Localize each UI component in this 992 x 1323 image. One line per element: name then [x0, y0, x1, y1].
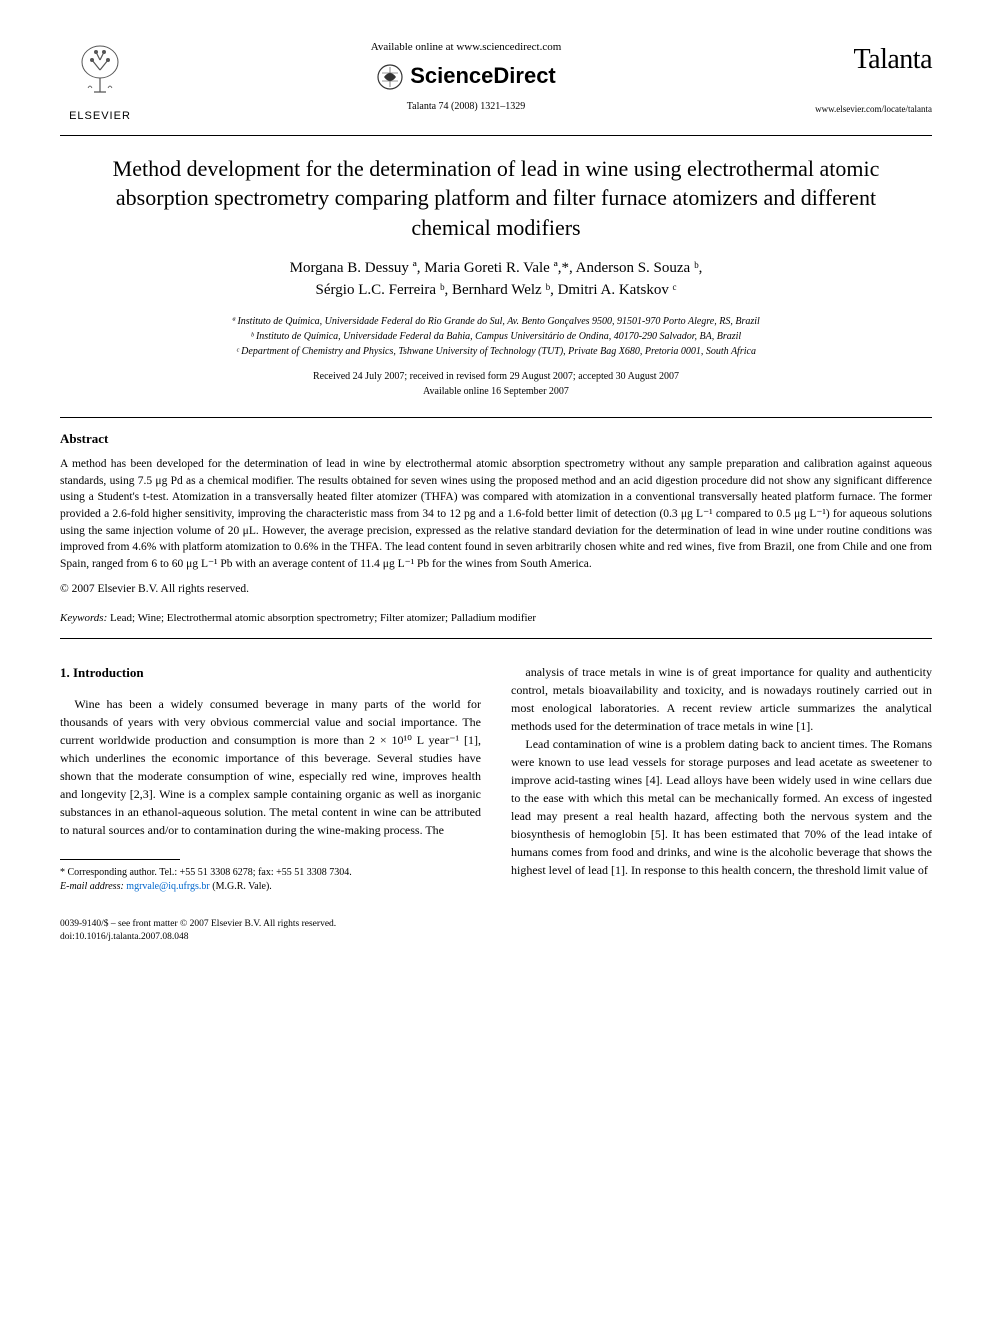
affiliations-block: ª Instituto de Química, Universidade Fed… — [60, 314, 932, 359]
authors-line-1: Morgana B. Dessuy ª, Maria Goreti R. Val… — [290, 260, 703, 276]
corr-email-line: E-mail address: mgrvale@iq.ufrgs.br (M.G… — [60, 880, 481, 894]
journal-name: Talanta — [792, 40, 932, 79]
available-online-text: Available online at www.sciencedirect.co… — [140, 40, 792, 55]
keywords-label: Keywords: — [60, 612, 107, 624]
journal-logo-block: Talanta www.elsevier.com/locate/talanta — [792, 40, 932, 116]
abstract-body: A method has been developed for the dete… — [60, 456, 932, 573]
center-header: Available online at www.sciencedirect.co… — [140, 40, 792, 114]
doi-line: doi:10.1016/j.talanta.2007.08.048 — [60, 931, 932, 944]
elsevier-logo: ELSEVIER — [60, 40, 140, 125]
left-column: 1. Introduction Wine has been a widely c… — [60, 663, 481, 894]
elsevier-label: ELSEVIER — [60, 109, 140, 124]
affiliation-c: ᶜ Department of Chemistry and Physics, T… — [60, 344, 932, 359]
dates-block: Received 24 July 2007; received in revis… — [60, 369, 932, 399]
abstract-copyright: © 2007 Elsevier B.V. All rights reserved… — [60, 581, 932, 597]
email-address[interactable]: mgrvale@iq.ufrgs.br — [126, 881, 209, 892]
abstract-heading: Abstract — [60, 430, 932, 448]
abstract-bottom-rule — [60, 638, 932, 639]
body-columns: 1. Introduction Wine has been a widely c… — [60, 663, 932, 894]
email-label: E-mail address: — [60, 881, 124, 892]
citation-text: Talanta 74 (2008) 1321–1329 — [140, 100, 792, 114]
header-rule — [60, 135, 932, 136]
journal-url: www.elsevier.com/locate/talanta — [792, 103, 932, 116]
abstract-top-rule — [60, 417, 932, 418]
corr-author-line: * Corresponding author. Tel.: +55 51 330… — [60, 866, 481, 880]
article-title: Method development for the determination… — [80, 154, 912, 243]
keywords-row: Keywords: Lead; Wine; Electrothermal ato… — [60, 611, 932, 626]
intro-para-2: analysis of trace metals in wine is of g… — [511, 663, 932, 735]
footnote-separator — [60, 859, 180, 860]
affiliation-a: ª Instituto de Química, Universidade Fed… — [60, 314, 932, 329]
section-1-heading: 1. Introduction — [60, 663, 481, 683]
authors-line-2: Sérgio L.C. Ferreira ᵇ, Bernhard Welz ᵇ,… — [316, 282, 677, 298]
intro-para-3: Lead contamination of wine is a problem … — [511, 735, 932, 879]
corresponding-author-footnote: * Corresponding author. Tel.: +55 51 330… — [60, 866, 481, 894]
email-who: (M.G.R. Vale). — [212, 881, 272, 892]
available-date: Available online 16 September 2007 — [60, 384, 932, 399]
sciencedirect-icon — [376, 63, 404, 91]
elsevier-tree-icon — [70, 40, 130, 100]
keywords-text: Lead; Wine; Electrothermal atomic absorp… — [110, 612, 536, 624]
intro-para-1: Wine has been a widely consumed beverage… — [60, 695, 481, 839]
sciencedirect-text: ScienceDirect — [410, 61, 556, 92]
authors-block: Morgana B. Dessuy ª, Maria Goreti R. Val… — [60, 257, 932, 302]
page-header: ELSEVIER Available online at www.science… — [60, 40, 932, 125]
sciencedirect-brand: ScienceDirect — [140, 61, 792, 92]
issn-line: 0039-9140/$ – see front matter © 2007 El… — [60, 918, 932, 931]
received-date: Received 24 July 2007; received in revis… — [60, 369, 932, 384]
right-column: analysis of trace metals in wine is of g… — [511, 663, 932, 894]
affiliation-b: ᵇ Instituto de Química, Universidade Fed… — [60, 329, 932, 344]
page-footer: 0039-9140/$ – see front matter © 2007 El… — [60, 918, 932, 945]
